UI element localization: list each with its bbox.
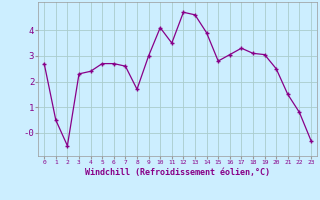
X-axis label: Windchill (Refroidissement éolien,°C): Windchill (Refroidissement éolien,°C) xyxy=(85,168,270,177)
